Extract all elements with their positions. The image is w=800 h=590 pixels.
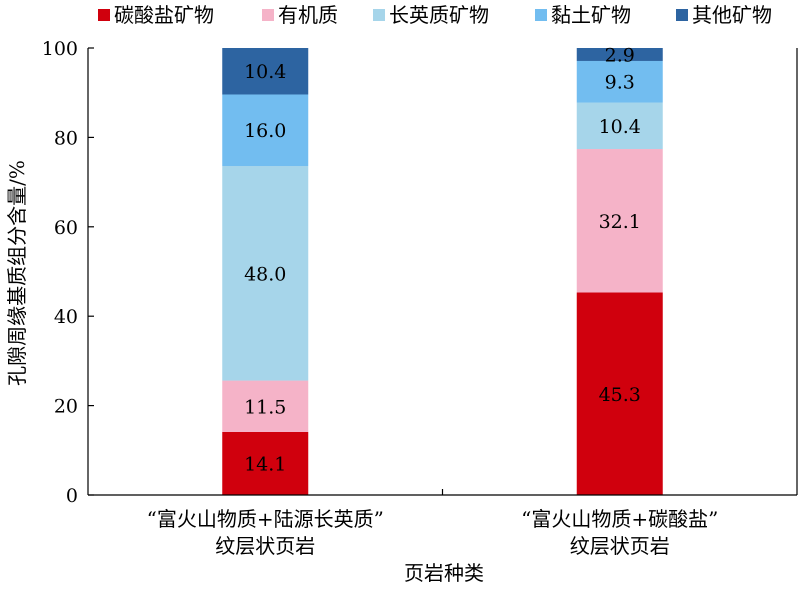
legend-swatch — [373, 9, 385, 21]
data-label: 2.9 — [605, 44, 635, 66]
y-tick-label: 0 — [66, 485, 78, 507]
legend-label: 长英质矿物 — [389, 3, 489, 27]
x-category-label: “富火山物质+陆源长英质” — [147, 507, 384, 531]
legend-swatch — [535, 9, 547, 21]
bar-segment — [222, 380, 309, 432]
legend-label: 黏土矿物 — [551, 3, 631, 27]
legend-label: 其他矿物 — [692, 3, 772, 27]
y-tick-label: 80 — [54, 127, 78, 149]
data-label: 48.0 — [244, 263, 286, 285]
legend-label: 有机质 — [278, 3, 338, 27]
legend-label: 碳酸盐矿物 — [114, 3, 214, 27]
y-tick-label: 60 — [54, 217, 78, 239]
y-tick-label: 20 — [54, 396, 78, 418]
legend: 碳酸盐矿物 有机质 长英质矿物 黏土矿物 其他矿物 — [98, 3, 772, 27]
data-label: 32.1 — [599, 211, 641, 233]
y-tick-label: 100 — [42, 38, 78, 60]
bar-segment — [576, 48, 663, 61]
data-label: 45.3 — [599, 384, 641, 406]
bar-segment — [576, 149, 663, 293]
data-label: 14.1 — [244, 453, 286, 475]
data-label: 11.5 — [244, 396, 286, 418]
bar-segment — [222, 48, 309, 95]
x-category-label: 纹层状页岩 — [215, 534, 315, 558]
bar-segment — [222, 431, 309, 495]
x-category-label: 纹层状页岩 — [570, 534, 670, 558]
bar-segment — [576, 60, 663, 103]
y-axis-title: 孔隙周缘基质组分含量/% — [5, 160, 29, 386]
plot-area: 14.1 11.5 48.0 16.0 10.4 45.3 32.1 10.4 9.3 2.9 — [222, 44, 663, 495]
legend-swatch — [262, 9, 274, 21]
y-axis: 0 20 40 60 80 100 — [42, 38, 94, 507]
legend-swatch — [98, 9, 110, 21]
bar-segment — [576, 102, 663, 150]
bar-segment — [222, 166, 309, 381]
x-axis: “富火山物质+陆源长英质” 纹层状页岩 “富火山物质+碳酸盐” 纹层状页岩 — [88, 48, 798, 558]
data-label: 9.3 — [605, 72, 635, 94]
x-axis-title: 页岩种类 — [404, 561, 484, 585]
legend-swatch — [676, 9, 688, 21]
y-tick-label: 40 — [54, 306, 78, 328]
data-label: 16.0 — [244, 120, 286, 142]
bar-segment — [576, 292, 663, 495]
data-label: 10.4 — [599, 116, 641, 138]
bar-segment — [222, 94, 309, 167]
data-label: 10.4 — [244, 61, 286, 83]
x-category-label: “富火山物质+碳酸盐” — [521, 507, 718, 531]
